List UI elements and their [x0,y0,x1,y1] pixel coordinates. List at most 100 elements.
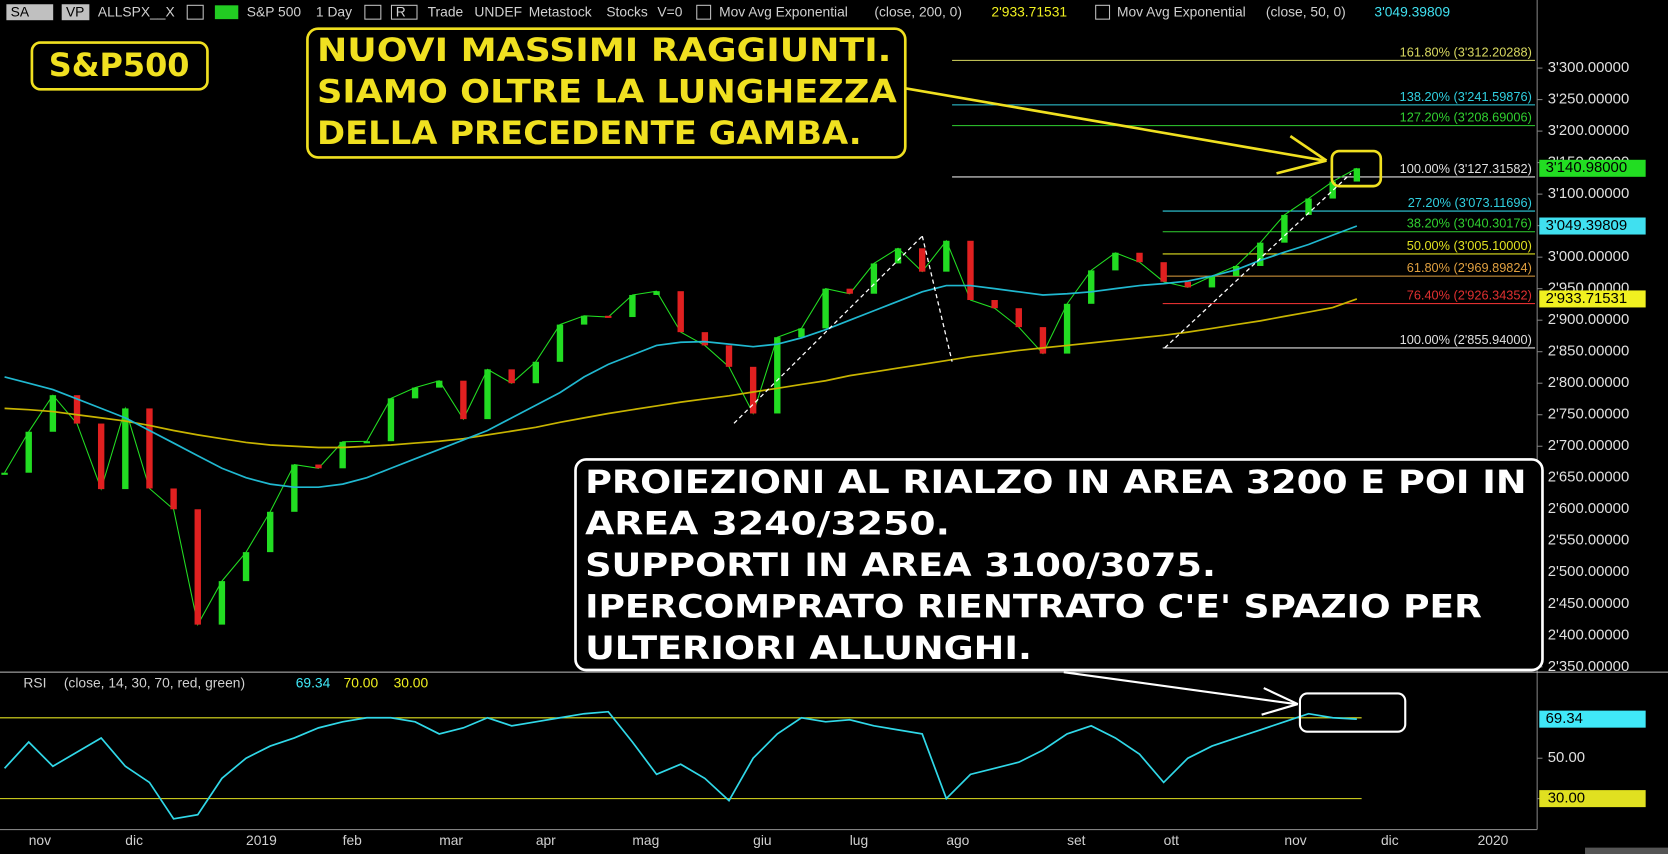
y-tick-label: 3'300.00000 [1548,60,1629,76]
scrollbar[interactable] [1585,847,1668,854]
candle [653,291,660,295]
price-badge-label: 2'933.71531 [1546,291,1627,307]
fib-label: 100.00% (2'855.94000) [1400,332,1532,347]
candle [194,509,201,625]
candle [725,345,733,367]
candle [943,240,950,272]
series-line [4,225,1358,489]
indicator-value: 2'933.71531 [991,3,1067,19]
headline-line: DELLA PRECEDENTE GAMBA. [317,114,862,152]
candle [73,395,81,424]
trend-line [921,235,953,362]
candle [411,387,419,399]
price-badge [1539,159,1646,177]
price-badge-label: 3'049.39809 [1546,218,1627,234]
asset: Stocks [606,3,648,19]
price-badge-label: 69.34 [1546,711,1583,727]
candle [1208,276,1216,288]
candle [822,288,829,329]
candle [1112,252,1119,271]
vp: VP [66,3,84,19]
candle [170,488,177,510]
x-tick-label: giu [753,832,771,848]
candle [1281,214,1288,243]
x-tick-label: 2020 [1478,832,1509,848]
candle [894,248,902,264]
candle [1039,327,1047,354]
annotations: S&P500 NUOVI MASSIMI RAGGIUNTI. SIAMO OL… [30,27,1544,733]
arrow-head [1289,135,1328,162]
candle [846,288,853,294]
y-tick-label: 3'000.00000 [1548,249,1629,265]
candle [291,464,298,512]
y-tick-label: 2'900.00000 [1548,312,1629,328]
candle [870,263,878,294]
r-button[interactable] [390,4,418,20]
indicator-params: (close, 50, 0) [1266,3,1346,19]
note-line: PROIEZIONI AL RIALZO IN AREA 3200 E POI … [585,463,1526,501]
price-badge [1539,290,1646,308]
candle [1329,181,1336,199]
candle [25,431,32,473]
candle [918,248,926,272]
y-tick-label: 2'800.00000 [1548,375,1629,391]
candle [1,472,8,475]
fib-label: 127.20% (3'208.69006) [1400,110,1532,125]
symbol-type-button[interactable] [6,4,54,21]
fib-label: 61.80% (2'969.89824) [1407,260,1532,275]
rsi-level: 30.00 [394,674,429,690]
y-tick-label: 30.00 [1548,791,1585,807]
vp-button[interactable] [61,4,90,21]
y-tick-label: 2'400.00000 [1548,627,1629,643]
source: Metastock [529,3,592,19]
dropdown[interactable] [186,4,204,20]
y-tick-label: 2'450.00000 [1548,596,1629,612]
candle [1305,198,1312,215]
level-badge [1539,790,1646,808]
candle [991,300,998,309]
rsi-title: RSI [23,674,46,690]
dropdown[interactable] [364,4,382,20]
fib-label: 38.20% (3'040.30176) [1407,216,1532,231]
volume: V=0 [657,3,682,19]
x-tick-label: 2019 [246,832,277,848]
price-badge [1539,710,1646,728]
checkbox[interactable] [1095,4,1111,20]
y-tick-label: 2'850.00000 [1548,344,1629,360]
candle [146,408,153,489]
rsi-level: 70.00 [344,674,379,690]
candle [580,315,588,325]
candle [1088,270,1095,304]
candle [798,328,805,338]
highlight-box [1330,149,1383,188]
indicator-value: 3'049.39809 [1374,3,1450,19]
rsi-value: 69.34 [296,674,331,690]
x-tick-label: mag [632,832,659,848]
x-tick-label: nov [29,832,51,848]
y-tick-label: 2'500.00000 [1548,564,1629,580]
candle [749,366,757,414]
x-tick-label: mar [439,832,463,848]
x-tick-label: ott [1164,832,1180,848]
candle [97,423,105,490]
x-tick-label: nov [1284,832,1306,848]
symbol: ALLSPX__X [98,3,175,19]
indicator-button[interactable] [214,5,239,20]
fib-label: 76.40% (2'926.34352) [1407,288,1532,303]
candle [629,294,636,318]
label-box [30,41,209,91]
symbol-type: SA [11,3,30,19]
y-tick-label: 2'700.00000 [1548,438,1629,454]
x-tick-label: feb [343,832,363,848]
rsi-params: (close, 14, 30, 70, red, green) [64,674,245,690]
candle [122,408,129,490]
r: R [396,3,406,19]
candle [701,332,709,346]
candle [1063,303,1071,354]
candle [605,315,612,318]
status: UNDEF [474,3,522,19]
checkbox[interactable] [696,4,712,20]
note-line: ULTERIORI ALLUNGHI. [585,629,1032,667]
headline-line: NUOVI MASSIMI RAGGIUNTI. [317,31,891,69]
highlight-box [1298,692,1407,733]
